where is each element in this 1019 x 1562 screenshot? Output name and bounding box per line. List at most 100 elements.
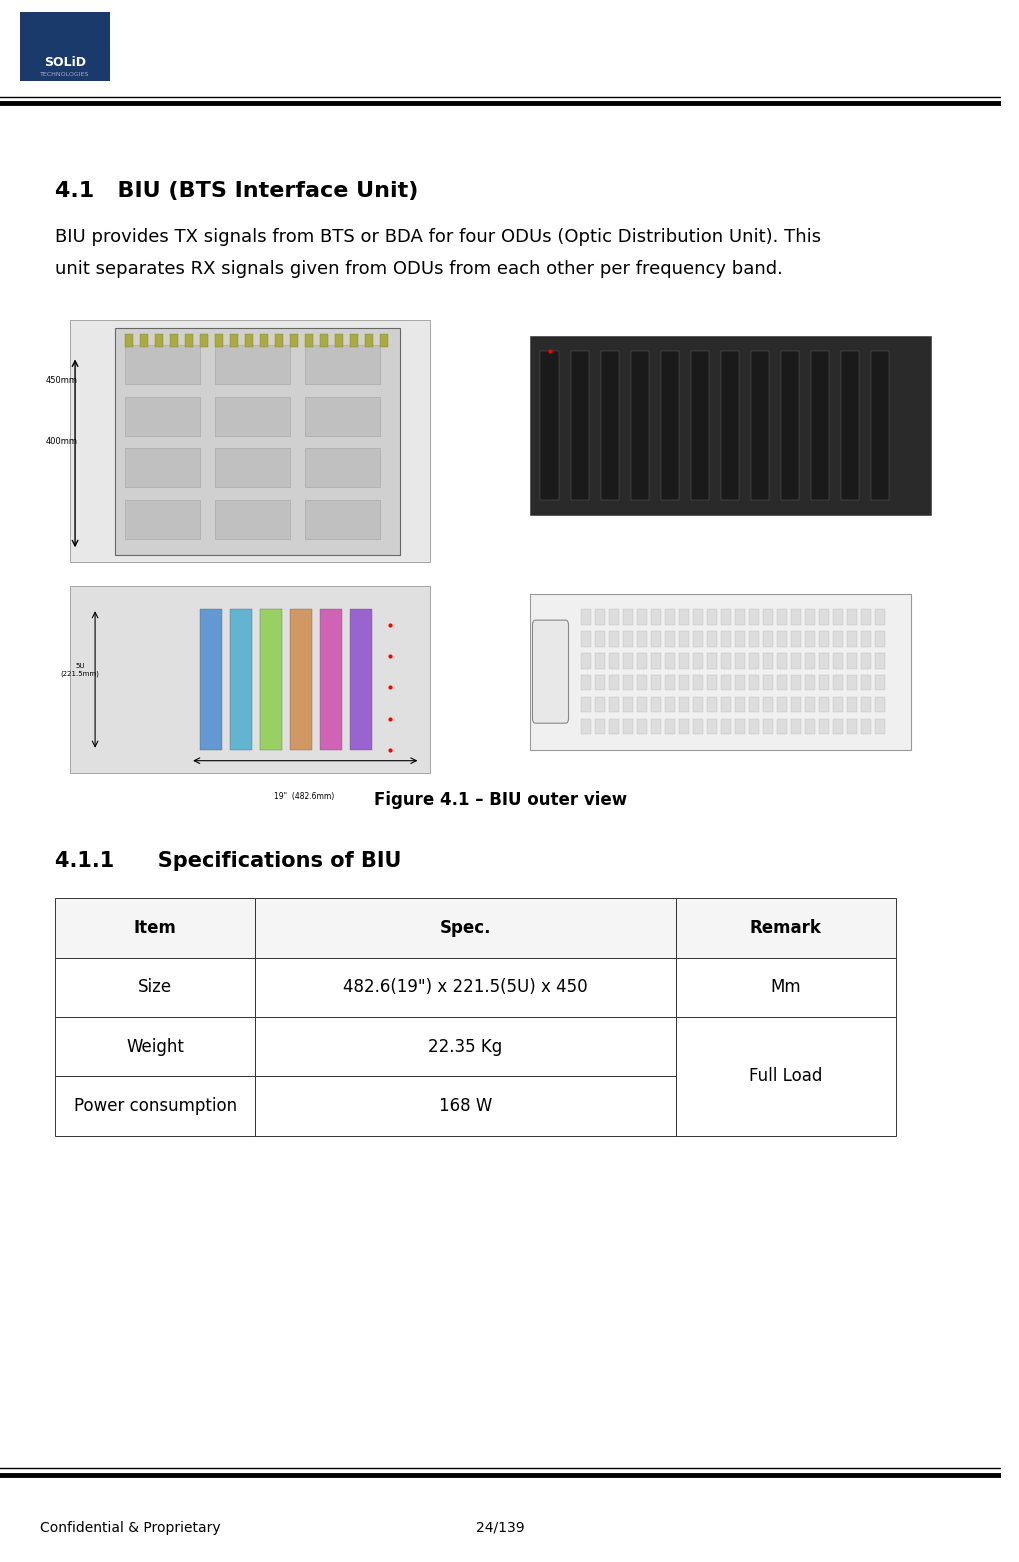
Text: Figure 4.1 – BIU outer view: Figure 4.1 – BIU outer view xyxy=(374,790,627,809)
Text: 400mm: 400mm xyxy=(46,437,78,445)
FancyBboxPatch shape xyxy=(678,609,688,625)
FancyBboxPatch shape xyxy=(860,609,870,625)
FancyBboxPatch shape xyxy=(608,653,618,669)
FancyBboxPatch shape xyxy=(804,653,814,669)
FancyBboxPatch shape xyxy=(832,609,842,625)
FancyBboxPatch shape xyxy=(608,719,618,734)
FancyBboxPatch shape xyxy=(622,719,632,734)
FancyBboxPatch shape xyxy=(380,334,388,347)
FancyBboxPatch shape xyxy=(70,586,430,773)
FancyBboxPatch shape xyxy=(675,958,895,1017)
FancyBboxPatch shape xyxy=(664,609,674,625)
FancyBboxPatch shape xyxy=(664,653,674,669)
FancyBboxPatch shape xyxy=(762,675,772,690)
Text: 4.1   BIU (BTS Interface Unit): 4.1 BIU (BTS Interface Unit) xyxy=(55,181,418,200)
FancyBboxPatch shape xyxy=(775,675,786,690)
FancyBboxPatch shape xyxy=(748,609,758,625)
FancyBboxPatch shape xyxy=(530,594,910,750)
Text: 22.35 Kg: 22.35 Kg xyxy=(428,1037,502,1056)
FancyBboxPatch shape xyxy=(320,334,328,347)
FancyBboxPatch shape xyxy=(790,609,800,625)
Text: Spec.: Spec. xyxy=(439,918,491,937)
FancyBboxPatch shape xyxy=(678,653,688,669)
FancyBboxPatch shape xyxy=(125,345,200,384)
FancyBboxPatch shape xyxy=(846,609,856,625)
FancyBboxPatch shape xyxy=(125,500,200,539)
Text: Item: Item xyxy=(133,918,176,937)
FancyBboxPatch shape xyxy=(734,609,744,625)
FancyBboxPatch shape xyxy=(734,719,744,734)
FancyBboxPatch shape xyxy=(846,697,856,712)
FancyBboxPatch shape xyxy=(290,609,312,750)
FancyBboxPatch shape xyxy=(580,631,590,647)
FancyBboxPatch shape xyxy=(860,719,870,734)
Text: Mm: Mm xyxy=(769,978,800,997)
FancyBboxPatch shape xyxy=(170,334,178,347)
FancyBboxPatch shape xyxy=(790,719,800,734)
FancyBboxPatch shape xyxy=(846,675,856,690)
FancyBboxPatch shape xyxy=(874,653,883,669)
FancyBboxPatch shape xyxy=(260,609,282,750)
FancyBboxPatch shape xyxy=(692,675,702,690)
Text: 19"  (482.6mm): 19" (482.6mm) xyxy=(274,792,334,801)
FancyBboxPatch shape xyxy=(810,351,827,500)
Text: Remark: Remark xyxy=(749,918,821,937)
FancyBboxPatch shape xyxy=(762,719,772,734)
Text: Size: Size xyxy=(138,978,172,997)
FancyBboxPatch shape xyxy=(860,631,870,647)
FancyBboxPatch shape xyxy=(775,653,786,669)
FancyBboxPatch shape xyxy=(215,345,290,384)
FancyBboxPatch shape xyxy=(200,334,208,347)
FancyBboxPatch shape xyxy=(748,653,758,669)
FancyBboxPatch shape xyxy=(305,448,380,487)
FancyBboxPatch shape xyxy=(675,1017,895,1136)
FancyBboxPatch shape xyxy=(706,609,716,625)
FancyBboxPatch shape xyxy=(775,609,786,625)
FancyBboxPatch shape xyxy=(140,334,148,347)
FancyBboxPatch shape xyxy=(275,334,283,347)
FancyBboxPatch shape xyxy=(750,351,768,500)
FancyBboxPatch shape xyxy=(734,675,744,690)
FancyBboxPatch shape xyxy=(720,351,738,500)
FancyBboxPatch shape xyxy=(720,653,730,669)
FancyBboxPatch shape xyxy=(650,697,660,712)
FancyBboxPatch shape xyxy=(580,609,590,625)
FancyBboxPatch shape xyxy=(594,675,604,690)
FancyBboxPatch shape xyxy=(255,898,675,958)
FancyBboxPatch shape xyxy=(125,397,200,436)
FancyBboxPatch shape xyxy=(622,609,632,625)
FancyBboxPatch shape xyxy=(636,719,646,734)
FancyBboxPatch shape xyxy=(748,631,758,647)
FancyBboxPatch shape xyxy=(580,653,590,669)
FancyBboxPatch shape xyxy=(350,609,372,750)
FancyBboxPatch shape xyxy=(734,631,744,647)
FancyBboxPatch shape xyxy=(320,609,342,750)
FancyBboxPatch shape xyxy=(305,500,380,539)
FancyBboxPatch shape xyxy=(305,397,380,436)
FancyBboxPatch shape xyxy=(706,697,716,712)
FancyBboxPatch shape xyxy=(775,697,786,712)
FancyBboxPatch shape xyxy=(720,675,730,690)
FancyBboxPatch shape xyxy=(720,609,730,625)
FancyBboxPatch shape xyxy=(255,1017,675,1076)
FancyBboxPatch shape xyxy=(818,697,827,712)
FancyBboxPatch shape xyxy=(650,609,660,625)
Text: 168 W: 168 W xyxy=(438,1097,491,1115)
FancyBboxPatch shape xyxy=(650,719,660,734)
FancyBboxPatch shape xyxy=(636,631,646,647)
FancyBboxPatch shape xyxy=(125,448,200,487)
FancyBboxPatch shape xyxy=(678,697,688,712)
FancyBboxPatch shape xyxy=(255,958,675,1017)
FancyBboxPatch shape xyxy=(532,620,568,723)
Text: 4.1.1      Specifications of BIU: 4.1.1 Specifications of BIU xyxy=(55,851,401,870)
FancyBboxPatch shape xyxy=(832,719,842,734)
FancyBboxPatch shape xyxy=(818,675,827,690)
FancyBboxPatch shape xyxy=(305,334,313,347)
FancyBboxPatch shape xyxy=(55,1017,255,1076)
FancyBboxPatch shape xyxy=(775,631,786,647)
FancyBboxPatch shape xyxy=(540,351,558,500)
FancyBboxPatch shape xyxy=(690,351,708,500)
FancyBboxPatch shape xyxy=(762,609,772,625)
FancyBboxPatch shape xyxy=(608,631,618,647)
FancyBboxPatch shape xyxy=(870,351,888,500)
